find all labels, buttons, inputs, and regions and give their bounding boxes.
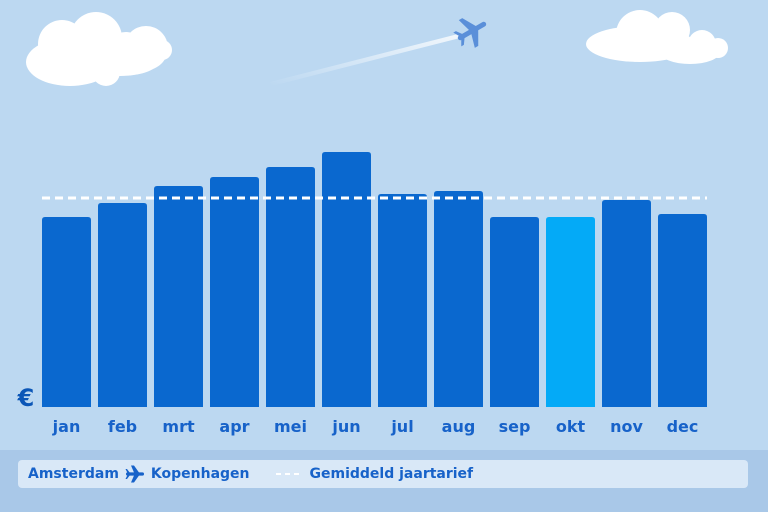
tick-label-mrt: mrt — [162, 417, 195, 436]
tick-label-nov: nov — [610, 417, 643, 436]
bar-nov — [602, 200, 651, 407]
bar-jan — [42, 217, 91, 407]
bar-aug — [434, 191, 483, 407]
destination-city: Kopenhagen — [150, 466, 250, 482]
origin-city: Amsterdam — [28, 466, 119, 482]
contrail — [270, 34, 460, 86]
bar-apr — [210, 177, 259, 407]
bar-mei — [266, 167, 315, 407]
tick-label-apr: apr — [219, 417, 249, 436]
tick-label-jul: jul — [390, 417, 413, 436]
bar-sep — [490, 217, 539, 407]
average-label: Gemiddeld jaartarief — [309, 466, 474, 482]
bar-dec — [658, 214, 707, 407]
bar-feb — [98, 203, 147, 407]
tick-label-mei: mei — [274, 417, 307, 436]
tick-label-jun: jun — [331, 417, 360, 436]
dashed-line-icon — [275, 473, 302, 475]
cloud-left — [26, 12, 172, 86]
cloud-right — [586, 10, 728, 64]
bar-jun — [322, 152, 371, 407]
tick-label-jan: jan — [52, 417, 81, 436]
legend: Amsterdam Kopenhagen Gemiddeld jaartarie… — [18, 460, 748, 488]
y-axis-currency-symbol: € — [17, 384, 35, 412]
tick-label-feb: feb — [108, 417, 137, 436]
tick-label-aug: aug — [442, 417, 476, 436]
plane-icon — [125, 465, 144, 483]
tick-label-sep: sep — [499, 417, 531, 436]
bar-jul — [378, 194, 427, 407]
tick-label-dec: dec — [667, 417, 699, 436]
bars-group — [42, 152, 707, 407]
bar-mrt — [154, 186, 203, 407]
x-tick-labels: jan feb mrt apr mei jun jul aug sep okt nov dec — [52, 417, 699, 436]
tick-label-okt: okt — [556, 417, 586, 436]
legend-route: Amsterdam Kopenhagen — [28, 465, 250, 483]
bar-okt — [546, 217, 595, 407]
legend-average-entry: Gemiddeld jaartarief — [275, 466, 474, 482]
airplane-icon — [453, 18, 487, 48]
